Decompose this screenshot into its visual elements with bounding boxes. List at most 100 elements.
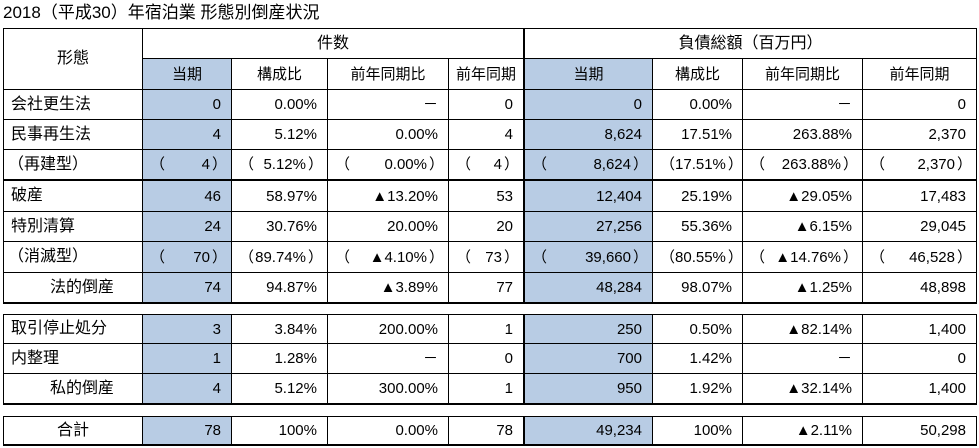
cell-count-current: 46 [143,181,231,211]
table-legal-section: 形態 件数 負債総額（百万円） 当期 構成比 前年同期比 前年同期 当期 構成比… [3,28,977,304]
paren-open: （ [750,156,766,173]
cell-debt-share: （80.55%） [653,242,742,272]
cell-debt-yoy: － [743,90,862,119]
paren-close: ） [632,156,648,173]
cell-debt-prev: 29,045 [863,212,976,241]
cell-count-share: 1.28% [232,344,327,373]
paren-open: （ [750,248,766,266]
column-header-debt-yoy: 前年同期比 [743,59,862,89]
table-total-section: 合計 78 100% 0.00% 78 49,234 100% ▲2.11% 50,298 [3,416,977,446]
cell-count-yoy: － [328,90,448,119]
paren-close: ） [956,156,972,173]
paren-value-wrap: （ 73） [456,250,519,265]
row-label: 破産 [4,181,142,211]
paren-value: 80.55% [675,248,726,266]
paren-value-wrap: （ 46,528） [870,250,972,265]
paren-open: （ [870,248,886,266]
cell-count-prev: 1 [449,374,523,404]
cell-debt-prev: 0 [863,344,976,373]
paren-value-wrap: （ 263.88%） [750,157,858,172]
cell-debt-prev: 50,298 [863,417,976,445]
cell-count-yoy: 20.00% [328,212,448,241]
cell-count-current: 24 [143,212,231,241]
cell-debt-current: 700 [524,344,652,373]
cell-count-share: 5.12% [232,374,327,404]
cell-debt-share: 1.42% [653,344,742,373]
row-label: 特別清算 [4,212,142,241]
paren-open: （ [150,248,166,266]
cell-debt-share: 1.92% [653,374,742,404]
cell-count-yoy: ▲13.20% [328,181,448,211]
cell-debt-share: 0.50% [653,315,742,343]
cell-count-yoy: ▲3.89% [328,273,448,303]
paren-open: （ [870,156,886,173]
row-label: （再建型） [4,150,142,180]
cell-count-share: 58.97% [232,181,327,211]
column-header-debt-prev: 前年同期 [863,59,976,89]
paren-value: 8,624 [593,156,631,173]
paren-value: 4 [201,156,210,173]
paren-value: 89.74% [255,248,306,266]
cell-count-share: 30.76% [232,212,327,241]
cell-debt-current: 0 [524,90,652,119]
paren-value: 17.51% [675,156,726,173]
cell-debt-prev: 17,483 [863,181,976,211]
cell-debt-share: 98.07% [653,273,742,303]
cell-count-current: 4 [143,120,231,149]
cell-debt-current: 950 [524,374,652,404]
cell-count-prev: 53 [449,181,523,211]
cell-debt-yoy: ▲6.15% [743,212,862,241]
cell-count-share: 3.84% [232,315,327,343]
cell-debt-share: 17.51% [653,120,742,149]
paren-close: ） [428,248,444,266]
paren-value: 2,370 [917,156,955,173]
table-private-section: 取引停止処分 3 3.84% 200.00% 1 250 0.50% ▲82.14% 1,400… [3,314,977,405]
cell-debt-share: 25.19% [653,181,742,211]
cell-count-yoy: （ ▲4.10%） [328,242,448,272]
paren-value-wrap: （ 0.00%） [335,157,444,172]
column-header-count-prev: 前年同期 [449,59,523,89]
column-header-count-yoy: 前年同期比 [328,59,448,89]
cell-debt-current: （ 8,624） [524,150,652,180]
cell-count-current: 3 [143,315,231,343]
column-group-debt: 負債総額（百万円） [524,29,976,58]
paren-value: 39,660 [585,248,631,266]
cell-debt-yoy: ▲2.11% [743,417,862,445]
cell-debt-current: 250 [524,315,652,343]
column-header-count-current: 当期 [143,59,231,89]
paren-value-wrap: （ 70） [150,250,227,265]
cell-count-share: （89.74%） [232,242,327,272]
paren-value-wrap: （ ▲4.10%） [335,250,444,265]
cell-count-yoy: （ 0.00%） [328,150,448,180]
paren-value: ▲14.76% [775,248,841,266]
cell-count-current: 78 [143,417,231,445]
paren-close: ） [727,248,742,266]
cell-debt-yoy: （ 263.88%） [743,150,862,180]
paren-value: 4 [493,156,502,173]
cell-debt-yoy: － [743,344,862,373]
cell-debt-yoy: ▲32.14% [743,374,862,404]
cell-debt-share: 0.00% [653,90,742,119]
cell-count-current: 1 [143,344,231,373]
paren-value: 263.88% [781,156,841,173]
paren-open: （ [532,156,548,173]
paren-open: （ [239,156,255,173]
paren-open: （ [239,248,255,266]
paren-value: 70 [193,248,210,266]
row-header-label: 形態 [4,29,142,89]
paren-value-wrap: （89.74%） [239,250,323,265]
row-label: （消滅型） [4,242,142,272]
cell-debt-prev: 1,400 [863,374,976,404]
cell-debt-current: 12,404 [524,181,652,211]
paren-close: ） [727,156,742,173]
cell-count-yoy: 0.00% [328,120,448,149]
row-label: 会社更生法 [4,90,142,119]
cell-debt-current: 48,284 [524,273,652,303]
paren-value: 46,528 [909,248,955,266]
cell-count-current: 74 [143,273,231,303]
paren-value-wrap: （ ▲14.76%） [750,250,858,265]
cell-debt-yoy: （ ▲14.76%） [743,242,862,272]
paren-close: ） [211,248,227,266]
paren-value-wrap: （ 39,660） [532,250,648,265]
paren-open: （ [335,156,351,173]
